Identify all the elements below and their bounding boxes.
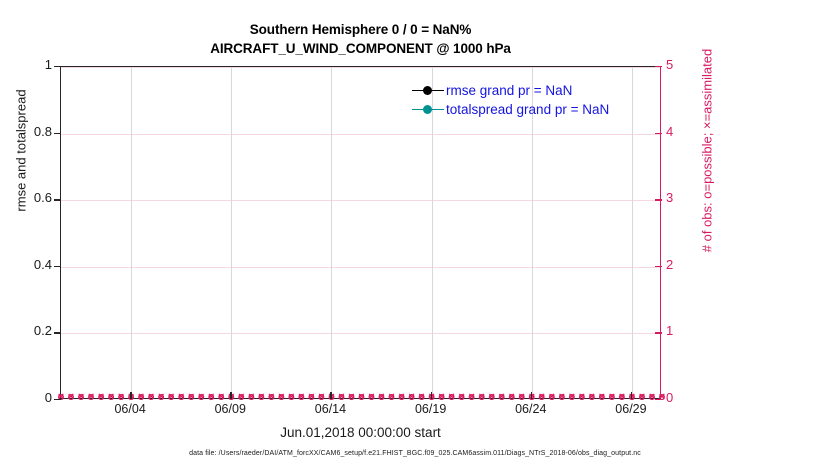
y2-axis-tick: [655, 66, 662, 68]
x-axis-tick: [330, 392, 332, 399]
obs-marker: ×: [378, 391, 385, 403]
legend-item[interactable]: totalspread grand pr = NaN: [412, 101, 609, 117]
gridline-horizontal: [61, 200, 660, 202]
x-axis-tick: [630, 392, 633, 399]
obs-marker: ×: [568, 391, 576, 403]
y2-axis-tick-label: 3: [666, 190, 674, 206]
obs-marker: o: [67, 391, 75, 403]
y2-axis-tick: [655, 399, 662, 401]
obs-marker: o: [167, 391, 175, 403]
y-axis-tick-label: 1: [44, 57, 52, 72]
obs-marker: ×: [578, 391, 586, 403]
y2-axis-tick-label: 4: [666, 123, 674, 139]
y-axis-tick: [54, 399, 61, 401]
gridline-horizontal: [61, 333, 660, 335]
x-axis-title: Jun.01,2018 00:00:00 start: [280, 425, 441, 440]
x-axis-tick-label: 06/09: [214, 402, 246, 416]
x-axis-tick-label: 06/24: [515, 402, 547, 416]
y2-axis-tick-label: 5: [666, 57, 674, 72]
y-axis-tick-label: 0.4: [33, 256, 52, 272]
obs-marker: o: [478, 391, 486, 403]
obs-marker: ×: [77, 391, 85, 403]
x-axis-tick-label: 06/14: [314, 402, 347, 416]
y-axis-tick: [54, 66, 61, 68]
x-axis-tick-label: 06/29: [615, 402, 647, 416]
gridline-vertical: [531, 67, 533, 398]
gridline-vertical: [131, 67, 133, 398]
y2-axis-tick: [655, 265, 662, 268]
y-axis-tick: [54, 199, 61, 201]
gridline-vertical: [231, 67, 233, 398]
obs-marker: ×: [167, 391, 175, 403]
y2-axis-tick-label: 1: [666, 323, 674, 339]
x-axis-tick-label: 06/19: [414, 402, 447, 416]
gridline-horizontal: [61, 266, 660, 268]
legend-item-label: rmse grand pr = NaN: [446, 82, 573, 98]
obs-marker: o: [177, 391, 185, 403]
y-axis-tick-label: 0: [44, 390, 52, 405]
obs-marker: o: [578, 391, 586, 403]
y-axis-tick: [54, 265, 61, 268]
y2-axis-tick: [655, 199, 662, 201]
legend-marker-icon: [412, 103, 444, 115]
x-axis-tick: [130, 392, 132, 399]
x-axis-tick: [530, 392, 533, 399]
y2-axis-tick-label: 0: [666, 390, 674, 405]
chart-title-line-1: Southern Hemisphere 0 / 0 = NaN%: [249, 22, 472, 37]
y2-axis-tick-label: 2: [666, 256, 674, 272]
obs-marker: ×: [67, 391, 75, 403]
y2-axis-tick: [655, 332, 662, 334]
y-axis-tick-label: 0.8: [33, 123, 52, 139]
x-axis-tick: [230, 392, 232, 399]
legend-dot-icon: [423, 86, 432, 95]
obs-marker: o: [77, 391, 85, 403]
obs-marker: ×: [268, 391, 275, 403]
obs-marker: o: [378, 391, 385, 403]
x-axis-tick: [430, 392, 433, 399]
data-file-footer: data file: /Users/raeder/DAI/ATM_forcXX/…: [189, 450, 641, 457]
legend-dot-icon: [423, 105, 432, 114]
gridline-vertical: [331, 67, 333, 398]
obs-marker: ×: [278, 391, 285, 403]
chart-legend: rmse grand pr = NaN totalspread grand pr …: [412, 82, 609, 117]
obs-marker: ×: [468, 391, 475, 403]
obs-marker: ×: [57, 391, 65, 403]
obs-marker: ×: [368, 391, 375, 403]
obs-marker: o: [267, 391, 275, 403]
obs-marker: o: [468, 391, 476, 403]
obs-marker: o: [57, 391, 65, 403]
legend-item-label: totalspread grand pr = NaN: [446, 101, 610, 117]
y-axis-tick: [54, 332, 61, 334]
gridline-horizontal: [61, 67, 660, 68]
y-axis-tick-label: 0.2: [33, 323, 52, 339]
gridline-vertical: [431, 67, 433, 398]
chart-title-line-2: AIRCRAFT_U_WIND_COMPONENT @ 1000 hPa: [210, 41, 511, 56]
obs-marker: ×: [478, 391, 485, 403]
y2-axis-title: # of obs: o=possible; ×=assimilated: [699, 48, 715, 253]
obs-marker: o: [277, 391, 285, 403]
y2-axis-tick: [655, 132, 662, 134]
y-axis-tick: [54, 132, 61, 134]
gridline-vertical: [631, 67, 633, 398]
obs-marker: o: [368, 391, 375, 403]
x-axis-tick-label: 06/04: [114, 402, 146, 416]
legend-marker-icon: [412, 84, 444, 96]
obs-marker: ×: [177, 391, 185, 403]
legend-item[interactable]: rmse grand pr = NaN: [412, 82, 609, 98]
obs-marker: o: [568, 391, 576, 403]
gridline-horizontal: [61, 133, 660, 135]
y-axis-tick-label: 0.6: [33, 190, 52, 206]
y-axis-title: rmse and totalspread: [13, 89, 29, 212]
chart-title: Southern Hemisphere 0 / 0 = NaN% AIRCRAF…: [60, 20, 661, 58]
